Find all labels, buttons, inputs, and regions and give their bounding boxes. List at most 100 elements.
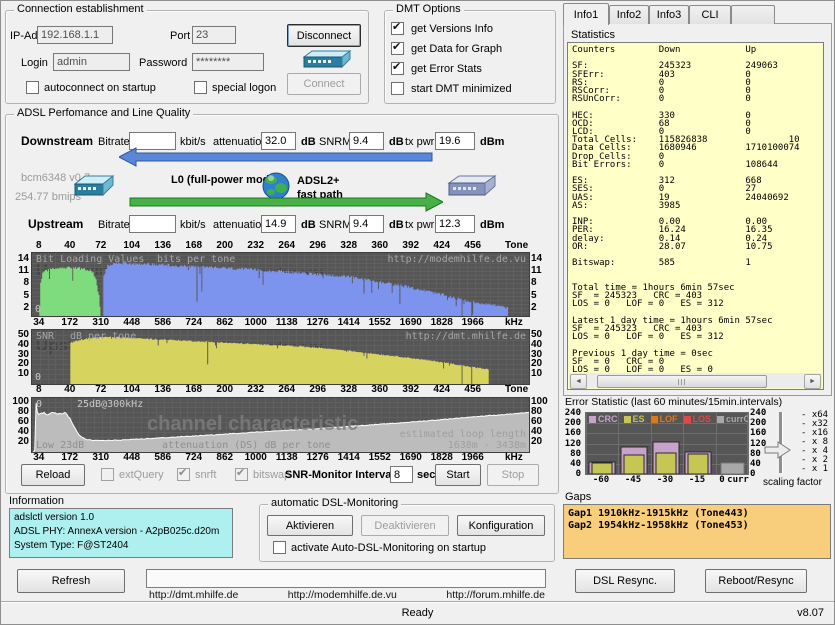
attn-note-label: 25dB@300kHz — [77, 399, 143, 410]
router-icon-left — [69, 173, 115, 202]
axis-tick: 136 — [146, 384, 180, 395]
tab-cli[interactable]: CLI — [689, 5, 731, 24]
dmt-option-checkbox[interactable] — [391, 42, 404, 55]
axis-tick: 862 — [208, 317, 242, 328]
axis-tick: 40 — [53, 384, 87, 395]
error-legend-item: LOF — [651, 414, 678, 424]
dmt-option-checkbox[interactable] — [391, 62, 404, 75]
start-button[interactable]: Start — [435, 464, 481, 486]
dmt-option-checkbox[interactable] — [391, 82, 404, 95]
axis-tick: 1552 — [363, 452, 397, 463]
tab-info3[interactable]: Info3 — [649, 5, 689, 24]
monitoring-label: automatic DSL-Monitoring — [268, 497, 401, 509]
gap-line: Gap2 1954kHz-1958kHz (Tone453) — [568, 520, 826, 532]
legend-label: currCRC — [726, 414, 749, 424]
snr-title: SNR — [36, 331, 54, 342]
axis-tick: 1966 — [456, 317, 490, 328]
axis-tick: 72 — [84, 384, 118, 395]
snr-units: dB per tone — [70, 331, 136, 342]
special-logon-checkbox[interactable] — [194, 81, 207, 94]
dsl-resync-button[interactable]: DSL Resync. — [575, 569, 675, 593]
extquery-checkbox[interactable] — [101, 468, 114, 481]
information-line: System Type: F@ST2404 — [14, 539, 228, 553]
error-legend-item: CRC — [589, 414, 618, 424]
scaling-factor-label: scaling factor — [763, 477, 822, 489]
bitload-ytick: 14 — [7, 253, 29, 264]
password-field[interactable] — [192, 53, 264, 71]
bitload-ytick: 2 — [7, 302, 29, 313]
footer-link[interactable]: http://modemhilfe.de.vu — [288, 589, 397, 601]
aktivieren-button[interactable]: Aktivieren — [267, 515, 353, 536]
legend-swatch-icon — [589, 416, 596, 423]
error-ytick: 200 — [557, 418, 581, 428]
legend-swatch-icon — [684, 416, 691, 423]
scroll-left-icon[interactable]: ◄ — [570, 374, 587, 389]
autoconnect-checkbox[interactable] — [26, 81, 39, 94]
bitswap-checkbox[interactable] — [235, 468, 248, 481]
information-box: adslctl version 1.0ADSL PHY: AnnexA vers… — [9, 508, 233, 558]
scrollbar-thumb[interactable] — [597, 375, 767, 388]
axis-tick: 1690 — [394, 452, 428, 463]
port-label: Port — [170, 30, 190, 42]
axis-tick: 310 — [84, 317, 118, 328]
footer-link[interactable]: http://dmt.mhilfe.de — [149, 589, 238, 601]
sec-label: sec — [417, 469, 435, 481]
upstream-title: Upstream — [28, 218, 83, 230]
us-txpwr-field[interactable] — [435, 215, 475, 233]
adsl-standard-label: ADSL2+ — [297, 175, 340, 187]
gap-line: Gap1 1910kHz-1915kHz (Tone443) — [568, 508, 826, 520]
tab-info1[interactable]: Info1 — [563, 3, 609, 25]
axis-tick: 232 — [239, 240, 273, 251]
dmt-option-checkbox[interactable] — [391, 22, 404, 35]
scaling-slider-thumb[interactable] — [764, 441, 792, 462]
error-legend-item: ES — [624, 414, 645, 424]
axis-tick: 1276 — [301, 452, 335, 463]
axis-tick: 1552 — [363, 317, 397, 328]
error-xtick: -30 — [650, 475, 680, 485]
statistics-scrollbar[interactable]: ◄ ► — [569, 373, 822, 388]
snrft-label: snrft — [195, 469, 216, 481]
reboot-resync-button[interactable]: Reboot/Resync — [705, 569, 807, 593]
us-bitrate-label: Bitrate — [98, 219, 130, 231]
axis-tick: 392 — [394, 240, 428, 251]
footer-link[interactable]: http://forum.mhilfe.de — [446, 589, 545, 601]
login-field[interactable] — [53, 53, 130, 71]
scroll-right-icon[interactable]: ► — [804, 374, 821, 389]
stop-button[interactable]: Stop — [487, 464, 539, 486]
tab-info2[interactable]: Info2 — [609, 5, 649, 24]
dmt-options-label: DMT Options — [393, 3, 464, 15]
us-attenuation-field[interactable] — [261, 215, 296, 233]
tone-axis-snr: 8407210413616820023226429632836039242445… — [31, 384, 555, 396]
special-logon-label: special logon — [212, 82, 276, 94]
status-text: Ready — [402, 607, 434, 619]
us-db2-label: dB — [389, 219, 404, 231]
axis-unit: kHz — [505, 317, 539, 328]
us-kbit-label: kbit/s — [180, 219, 206, 231]
axis-tick: 1414 — [332, 452, 366, 463]
us-bitrate-field[interactable] — [129, 215, 176, 233]
ds-txpwr-field[interactable] — [435, 132, 475, 150]
bitload-ytick: 14 — [531, 253, 559, 264]
ip-field[interactable] — [37, 26, 113, 44]
monitoring-startup-checkbox[interactable] — [273, 541, 286, 554]
bitload-ytick: 8 — [7, 277, 29, 288]
konfiguration-button[interactable]: Konfiguration — [457, 515, 545, 536]
bitload-ytick: 5 — [7, 290, 29, 301]
snrft-checkbox[interactable] — [177, 468, 190, 481]
bitload-ytick: 11 — [7, 265, 29, 276]
reload-button[interactable]: Reload — [21, 464, 85, 486]
us-snrm-field[interactable] — [349, 215, 384, 233]
connect-button[interactable]: Connect — [287, 73, 361, 95]
password-label: Password — [139, 57, 187, 69]
refresh-button[interactable]: Refresh — [17, 569, 125, 593]
axis-tick: 296 — [301, 240, 335, 251]
tab-blank[interactable] — [731, 5, 775, 24]
error-stat-chart: CRCESLOFLOScurrCRC — [585, 412, 749, 475]
deaktivieren-button[interactable]: Deaktivieren — [361, 515, 449, 536]
axis-tick: 360 — [363, 384, 397, 395]
interval-field[interactable] — [390, 466, 413, 483]
port-field[interactable] — [192, 26, 236, 44]
dslam-icon — [445, 173, 497, 202]
scale-step-label: - x 1 — [801, 464, 828, 474]
disconnect-button[interactable]: Disconnect — [287, 24, 361, 47]
